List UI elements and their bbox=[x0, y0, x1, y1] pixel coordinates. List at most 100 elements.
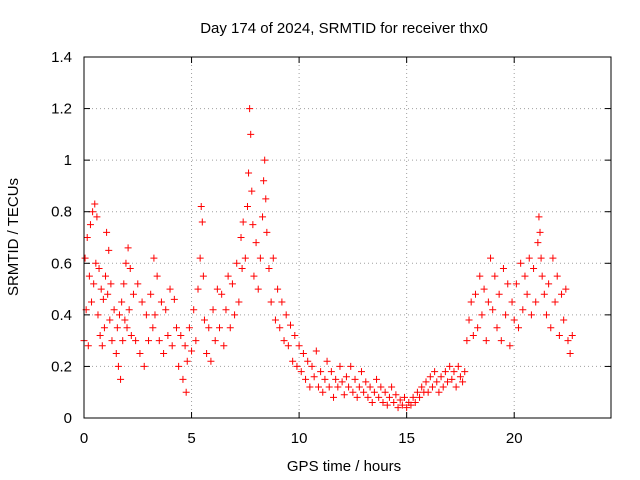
data-point bbox=[527, 311, 535, 319]
data-point bbox=[170, 295, 178, 303]
data-point bbox=[532, 298, 540, 306]
data-point bbox=[366, 383, 374, 391]
data-point bbox=[392, 391, 400, 399]
data-point bbox=[124, 244, 132, 252]
data-point bbox=[179, 375, 187, 383]
data-point bbox=[226, 324, 234, 332]
data-point bbox=[228, 280, 236, 288]
data-point bbox=[172, 324, 180, 332]
data-point bbox=[390, 399, 398, 407]
data-point bbox=[439, 383, 447, 391]
data-point bbox=[456, 373, 464, 381]
data-point bbox=[153, 272, 161, 280]
data-point bbox=[338, 378, 346, 386]
data-point bbox=[551, 298, 559, 306]
data-point bbox=[105, 246, 113, 254]
data-point bbox=[297, 368, 305, 376]
data-point bbox=[90, 280, 98, 288]
data-point bbox=[461, 368, 469, 376]
data-point bbox=[418, 383, 426, 391]
data-point bbox=[142, 311, 150, 319]
data-point bbox=[274, 285, 282, 293]
data-point bbox=[347, 362, 355, 370]
data-point bbox=[222, 306, 230, 314]
data-point bbox=[469, 331, 477, 339]
y-tick-label: 0.4 bbox=[51, 307, 72, 324]
data-point bbox=[117, 375, 125, 383]
data-point bbox=[484, 298, 492, 306]
data-point bbox=[265, 264, 273, 272]
data-point bbox=[92, 259, 100, 267]
data-point bbox=[306, 383, 314, 391]
data-point bbox=[401, 393, 409, 401]
data-point bbox=[211, 337, 219, 345]
data-point bbox=[182, 388, 190, 396]
data-point bbox=[385, 393, 393, 401]
data-point bbox=[197, 203, 205, 211]
data-point bbox=[263, 228, 271, 236]
data-point bbox=[446, 362, 454, 370]
data-point bbox=[282, 311, 290, 319]
data-point bbox=[145, 337, 153, 345]
data-point bbox=[276, 324, 284, 332]
data-point bbox=[299, 350, 307, 358]
data-point bbox=[525, 254, 533, 262]
data-point bbox=[450, 368, 458, 376]
data-point bbox=[96, 331, 104, 339]
data-point bbox=[549, 254, 557, 262]
data-point bbox=[465, 316, 473, 324]
data-point bbox=[433, 378, 441, 386]
data-point bbox=[340, 391, 348, 399]
data-point bbox=[413, 388, 421, 396]
data-point bbox=[140, 362, 148, 370]
data-point bbox=[120, 280, 128, 288]
data-point bbox=[562, 285, 570, 293]
data-point bbox=[517, 259, 525, 267]
data-point bbox=[209, 306, 217, 314]
data-point bbox=[126, 264, 134, 272]
data-point bbox=[207, 357, 215, 365]
data-point bbox=[89, 208, 97, 216]
data-point bbox=[102, 272, 110, 280]
y-tick-label: 0.8 bbox=[51, 204, 72, 221]
data-point bbox=[198, 218, 206, 226]
data-point bbox=[94, 311, 102, 319]
data-point bbox=[243, 203, 251, 211]
data-point bbox=[278, 298, 286, 306]
data-point bbox=[444, 378, 452, 386]
data-point bbox=[409, 393, 417, 401]
data-point bbox=[150, 254, 158, 262]
x-tick-label: 15 bbox=[398, 430, 415, 447]
data-point bbox=[302, 375, 310, 383]
data-point bbox=[93, 213, 101, 221]
data-point bbox=[112, 350, 120, 358]
data-point bbox=[355, 383, 363, 391]
data-point bbox=[194, 285, 202, 293]
data-point bbox=[407, 401, 415, 409]
data-point bbox=[332, 375, 340, 383]
data-point bbox=[504, 280, 512, 288]
y-tick-label: 1 bbox=[64, 152, 72, 169]
data-point bbox=[151, 311, 159, 319]
data-point bbox=[317, 368, 325, 376]
data-point bbox=[85, 272, 93, 280]
data-point bbox=[259, 213, 267, 221]
data-point bbox=[103, 228, 111, 236]
x-axis-label: GPS time / hours bbox=[287, 458, 401, 475]
data-point bbox=[448, 375, 456, 383]
data-point bbox=[364, 393, 372, 401]
data-point bbox=[398, 401, 406, 409]
data-point bbox=[512, 280, 520, 288]
data-point bbox=[362, 378, 370, 386]
data-point bbox=[325, 383, 333, 391]
data-point bbox=[113, 324, 121, 332]
x-tick-label: 5 bbox=[187, 430, 195, 447]
data-point bbox=[435, 388, 443, 396]
data-point bbox=[555, 331, 563, 339]
data-point bbox=[471, 290, 479, 298]
data-point bbox=[553, 272, 561, 280]
data-point bbox=[336, 362, 344, 370]
data-point bbox=[250, 272, 258, 280]
data-point bbox=[83, 234, 91, 241]
data-point bbox=[118, 298, 126, 306]
